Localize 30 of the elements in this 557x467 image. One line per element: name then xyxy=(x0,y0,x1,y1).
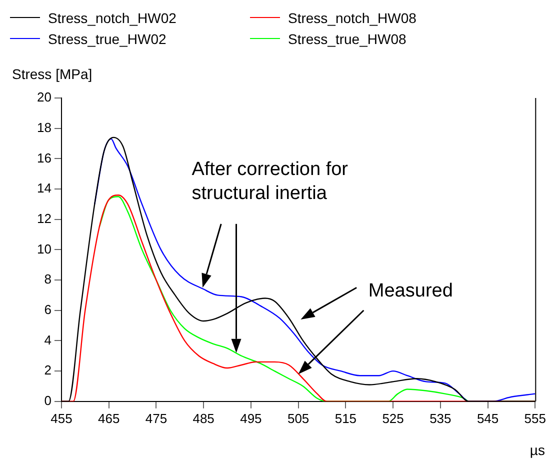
y-tick-label: 2 xyxy=(44,362,52,378)
y-tick-label: 20 xyxy=(36,90,52,105)
x-tick-label: 515 xyxy=(334,410,357,426)
x-tick-label: 475 xyxy=(145,410,168,426)
x-axis-title: µs xyxy=(530,442,545,458)
legend-label: Stress_notch_HW02 xyxy=(48,10,176,26)
y-tick-label: 16 xyxy=(36,150,52,166)
y-tick-label: 12 xyxy=(36,210,52,226)
x-tick-label: 555 xyxy=(524,410,546,426)
y-tick-label: 6 xyxy=(44,302,52,317)
legend-label: Stress_true_HW02 xyxy=(48,30,166,46)
x-tick-label: 455 xyxy=(50,410,72,426)
legend-label: Stress_true_HW08 xyxy=(288,30,406,46)
x-tick-label: 525 xyxy=(382,410,404,426)
y-axis-title: Stress [MPa] xyxy=(12,66,92,82)
x-tick-label: 505 xyxy=(287,410,310,426)
x-tick-label: 465 xyxy=(98,410,120,426)
y-tick-label: 4 xyxy=(44,332,52,348)
y-tick-label: 8 xyxy=(44,272,52,287)
y-tick-label: 14 xyxy=(36,180,52,196)
y-tick-label: 0 xyxy=(44,392,52,408)
y-tick-label: 10 xyxy=(36,241,52,256)
x-tick-label: 545 xyxy=(476,410,499,426)
legend-label: Stress_notch_HW08 xyxy=(288,10,416,26)
annotation: Measured xyxy=(368,280,453,302)
annotation: After correction for structural inertia xyxy=(192,158,349,204)
x-tick-label: 485 xyxy=(192,410,214,426)
x-tick-label: 535 xyxy=(430,410,452,426)
y-tick-label: 18 xyxy=(36,120,52,135)
x-tick-label: 495 xyxy=(240,410,262,426)
